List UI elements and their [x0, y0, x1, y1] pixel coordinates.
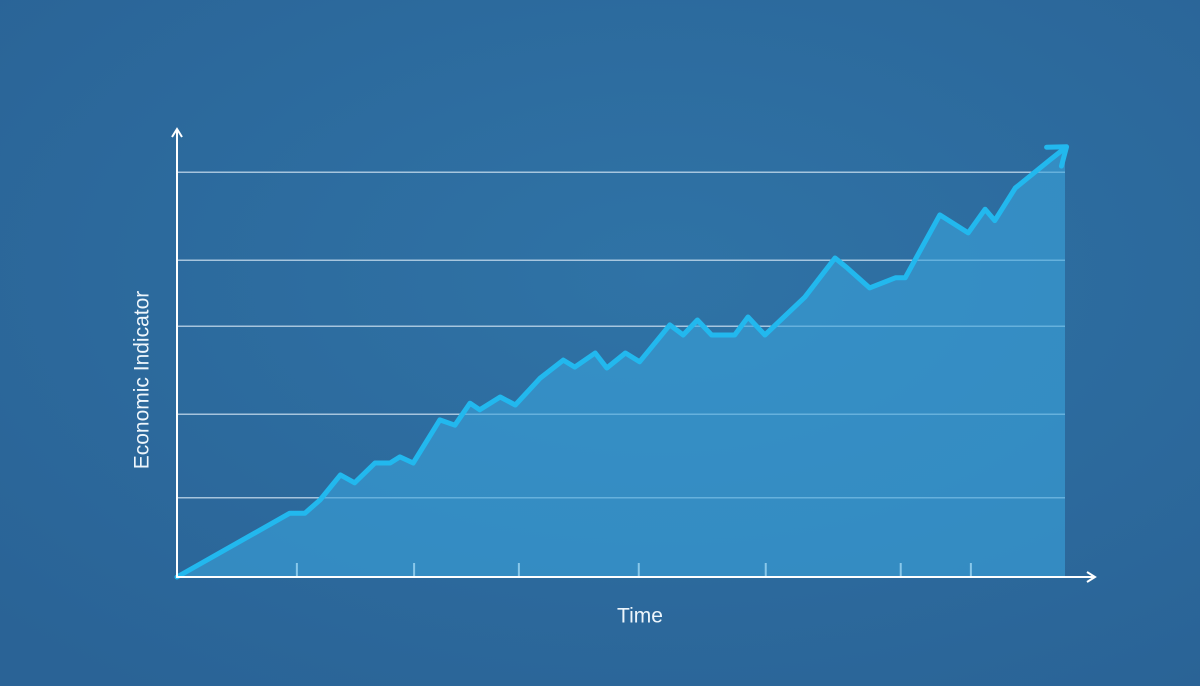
area-fill	[177, 148, 1065, 577]
line	[174, 144, 1070, 580]
y-axis-title: Economic Indicator	[131, 291, 154, 470]
x-axis-title: Time	[617, 605, 663, 628]
plot	[174, 144, 1070, 580]
